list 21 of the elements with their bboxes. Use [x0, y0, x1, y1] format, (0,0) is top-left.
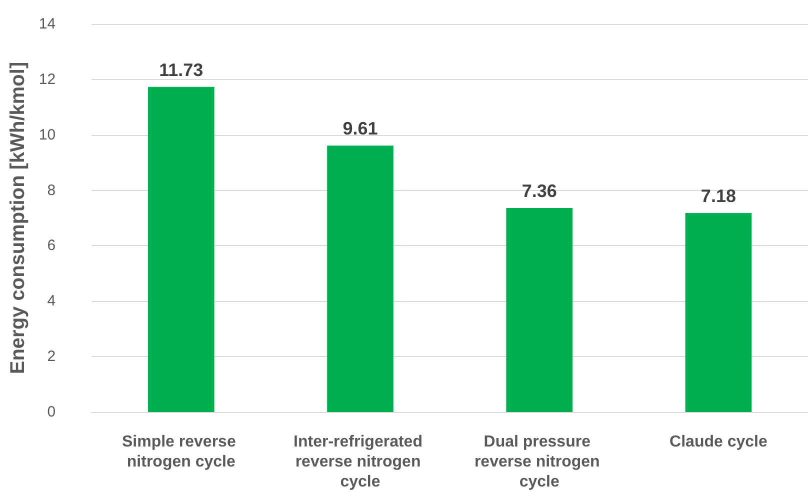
data-label: 7.36	[522, 181, 557, 202]
bar	[685, 213, 752, 412]
y-tick-label: 8	[47, 182, 56, 199]
data-label: 9.61	[342, 118, 378, 139]
bar	[506, 208, 572, 412]
y-tick-label: 14	[38, 16, 56, 32]
x-tick-label: Simple reverse nitrogen cycle	[122, 434, 240, 470]
x-tick-label: Claude cycle	[670, 434, 768, 450]
x-tick-label: Inter-refrigerated reverse nitrogen cycle	[294, 434, 427, 490]
bar	[148, 86, 214, 412]
data-label: 7.18	[700, 186, 736, 206]
bar	[327, 146, 394, 412]
y-tick-label: 6	[47, 237, 56, 254]
data-label: 11.73	[159, 60, 204, 80]
y-tick-label: 12	[38, 70, 56, 88]
y-tick-label: 10	[38, 126, 56, 144]
y-axis-title: Energy consumption [kWh/kmol]	[7, 62, 29, 374]
x-tick-label: Dual pressure reverse nitrogen cycle	[474, 434, 604, 490]
y-tick-label: 0	[47, 404, 56, 420]
y-tick-label: 2	[47, 348, 56, 366]
y-tick-label: 4	[47, 292, 56, 310]
